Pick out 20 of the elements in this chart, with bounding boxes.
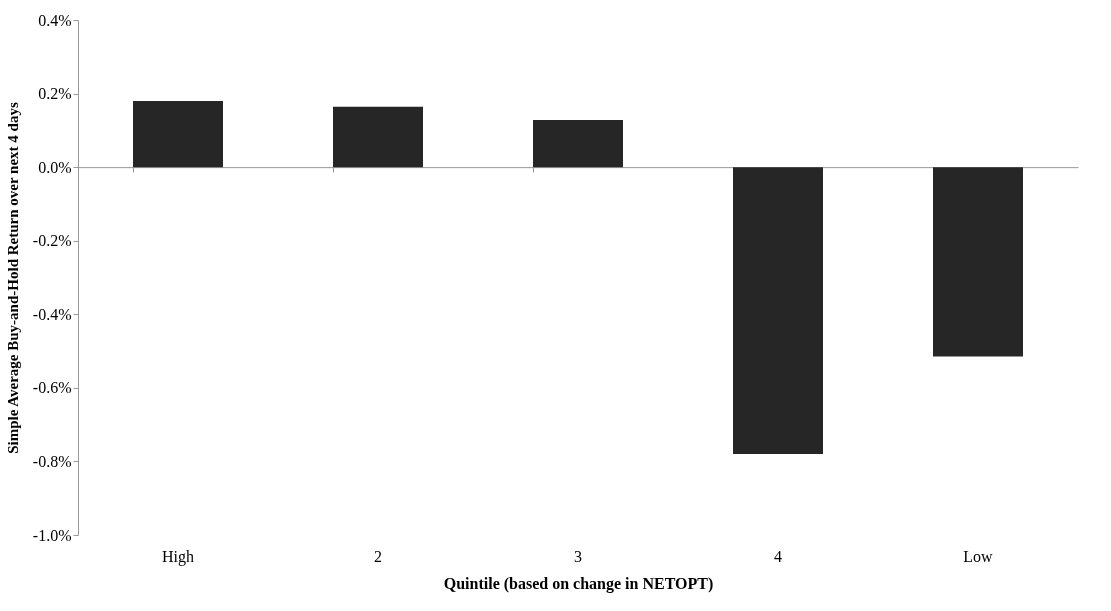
y-tick-label: -1.0% [32, 526, 72, 544]
bar [333, 106, 423, 168]
y-tick-label: -0.6% [32, 379, 72, 397]
x-tick-label: High [162, 547, 194, 566]
x-axis-title: Quintile (based on change in NETOPT) [443, 574, 714, 593]
y-tick-label: -0.8% [32, 452, 72, 470]
bar [533, 120, 623, 168]
x-tick-label: 3 [574, 547, 582, 565]
bar [133, 100, 223, 168]
y-tick-label: 0.0% [38, 158, 72, 176]
x-tick-label: 2 [374, 547, 382, 565]
x-tick-label: Low [963, 547, 994, 565]
y-tick-label: -0.2% [32, 232, 72, 250]
y-tick-label: -0.4% [32, 305, 72, 323]
bar [933, 167, 1023, 357]
y-tick-label: 0.4% [38, 11, 72, 29]
y-axis-title: Simple Average Buy-and-Hold Return over next 4 days [4, 102, 21, 454]
bar [733, 167, 823, 455]
x-tick-label: 4 [774, 547, 782, 565]
y-tick-label: 0.2% [38, 85, 72, 103]
